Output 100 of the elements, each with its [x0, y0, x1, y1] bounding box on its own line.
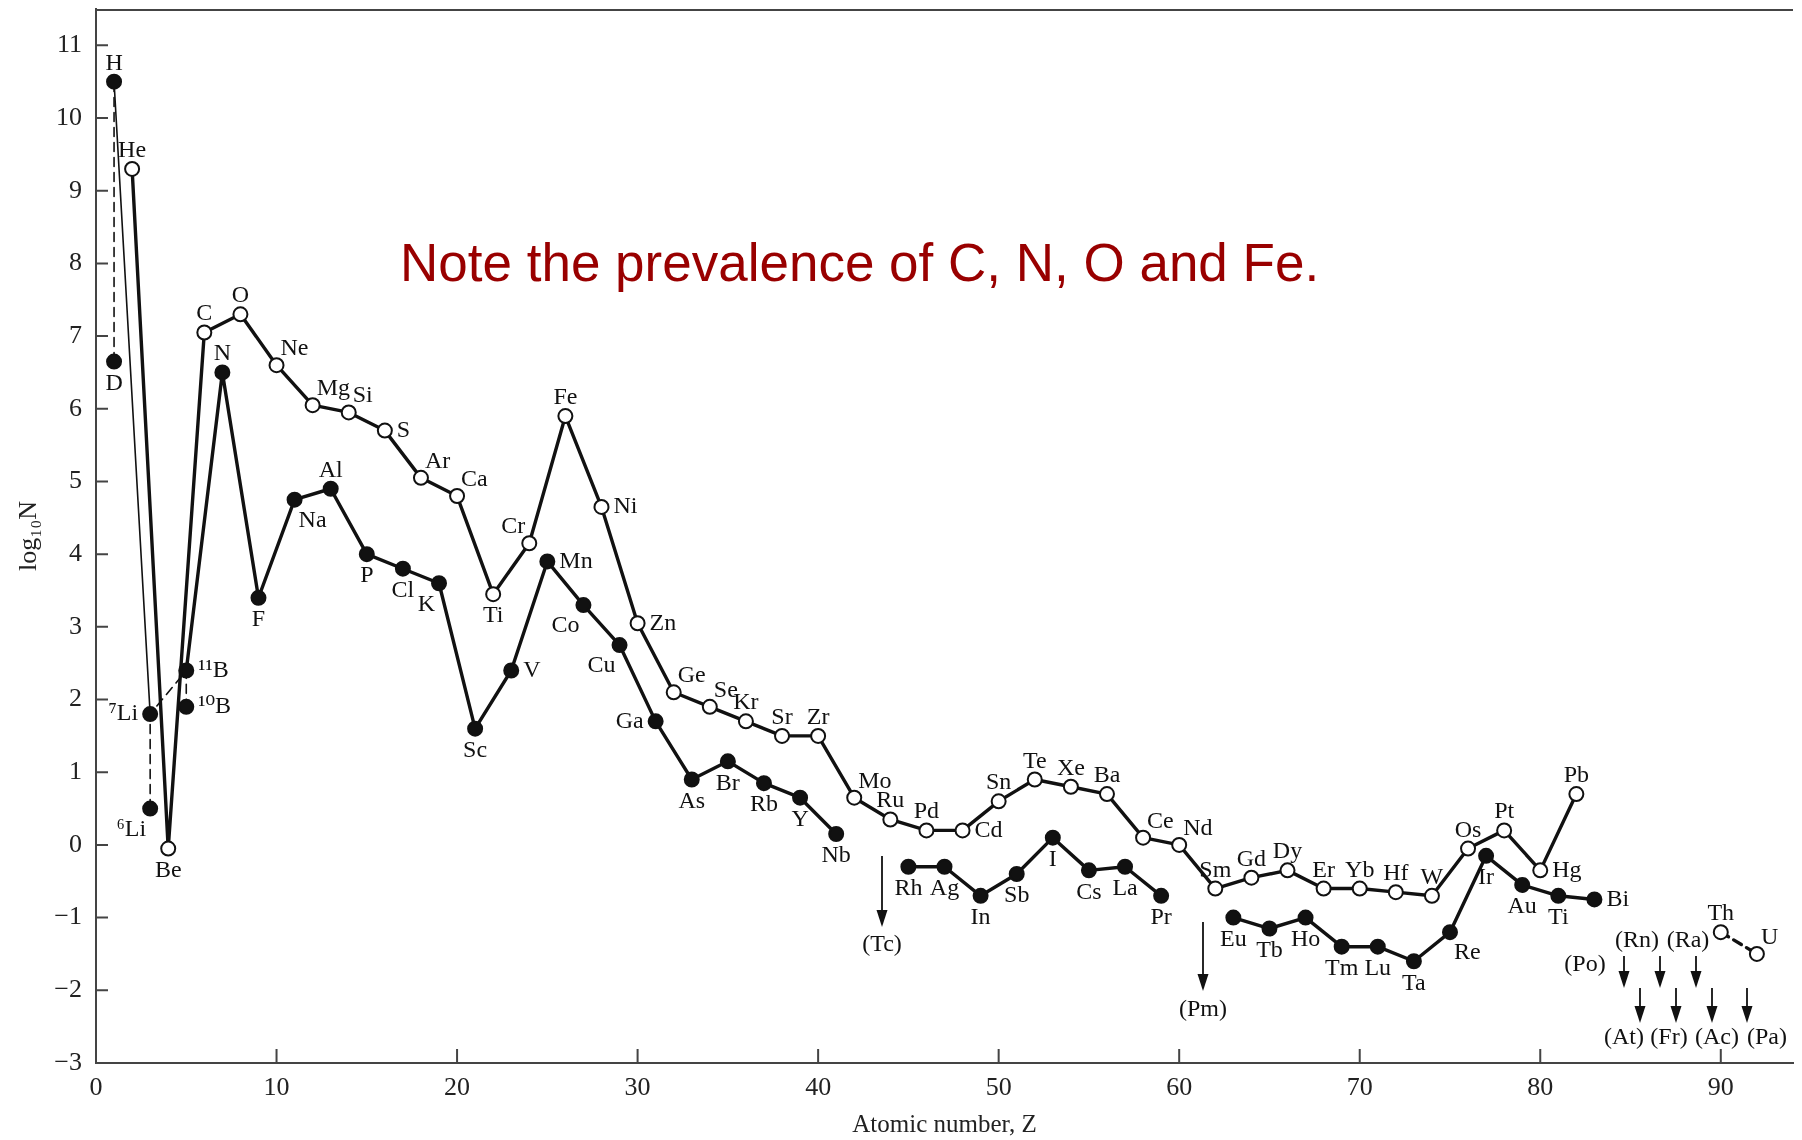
point [1460, 840, 1477, 857]
point [1333, 938, 1350, 955]
data-label: K [417, 589, 436, 616]
data-label: Ca [461, 465, 489, 492]
point [1261, 920, 1278, 937]
point [467, 720, 484, 737]
point [593, 498, 610, 515]
point [1441, 924, 1458, 941]
data-label: Sr [771, 702, 793, 729]
data-label: D [105, 368, 123, 395]
data-label: Fe [553, 383, 578, 410]
y-tick-label: 1 [69, 756, 82, 786]
data-label: Os [1454, 815, 1482, 842]
point [106, 73, 123, 90]
point [737, 713, 754, 730]
point [629, 615, 646, 632]
point [665, 684, 682, 701]
data-label: Ar [424, 446, 451, 473]
point [1062, 778, 1079, 795]
data-label: Pr [1150, 903, 1172, 930]
data-label: Cl [391, 576, 415, 603]
y-tick-label: 7 [69, 319, 82, 349]
point [232, 306, 249, 323]
data-label: Pb [1563, 761, 1590, 788]
point [1496, 822, 1513, 839]
y-tick-label: 4 [69, 538, 82, 567]
point [1478, 847, 1495, 864]
data-label: Sn [985, 768, 1012, 795]
data-label: Yb [1345, 855, 1375, 882]
point [376, 422, 393, 439]
data-label: Cr [501, 512, 526, 539]
data-label: Th [1707, 899, 1735, 926]
y-tick-label: 8 [69, 247, 82, 277]
data-label: Rh [894, 874, 923, 901]
data-label: Y [791, 804, 809, 831]
point [647, 713, 664, 730]
point [503, 662, 520, 679]
data-label: Sm [1199, 855, 1232, 882]
data-label: Pd [913, 797, 940, 824]
point [1712, 924, 1729, 941]
data-label: ¹⁰B [198, 692, 232, 719]
point [828, 826, 845, 843]
data-label: Sc [463, 735, 488, 762]
point [972, 887, 989, 904]
y-tick-label: 0 [69, 828, 82, 858]
point [683, 771, 700, 788]
data-label: In [970, 903, 991, 930]
y-tick-label: −2 [54, 974, 82, 1004]
data-label: Na [298, 505, 327, 532]
point [810, 727, 827, 744]
data-label: Be [154, 855, 182, 882]
point [1315, 880, 1332, 897]
y-tick-label: 5 [69, 465, 82, 495]
data-label: Ge [677, 661, 706, 688]
point [1423, 887, 1440, 904]
x-tick-label: 50 [985, 1072, 1012, 1102]
point [1550, 887, 1567, 904]
y-tick-label: 9 [69, 174, 82, 204]
x-tick-label: 30 [624, 1072, 651, 1102]
data-label: Pt [1494, 797, 1515, 824]
data-label: C [196, 299, 213, 326]
data-label: As [678, 786, 706, 813]
data-label: Nb [821, 841, 851, 868]
point [1514, 876, 1531, 893]
point [1026, 771, 1043, 788]
data-label: Bi [1606, 884, 1630, 911]
point [1586, 891, 1603, 908]
annotation: (Tc) [862, 930, 902, 957]
data-label: Si [352, 381, 374, 408]
x-tick-label: 90 [1707, 1072, 1734, 1102]
data-label: ⁶Li [116, 814, 147, 841]
annotation: (At) [1604, 1023, 1644, 1050]
point [178, 698, 195, 715]
point [1568, 786, 1585, 803]
point [124, 160, 141, 177]
point [1044, 829, 1061, 846]
data-label: Mg [316, 374, 350, 401]
data-label: He [118, 135, 147, 162]
point [1207, 880, 1224, 897]
data-label: N [213, 339, 232, 366]
point [160, 840, 177, 857]
point [322, 480, 339, 497]
point [521, 535, 538, 552]
point [1387, 884, 1404, 901]
data-label: Nd [1183, 813, 1213, 840]
point [431, 575, 448, 592]
point [611, 637, 628, 654]
data-label: La [1112, 874, 1139, 901]
point [755, 775, 772, 792]
point [900, 858, 917, 875]
x-tick-label: 10 [263, 1072, 290, 1102]
data-label: Ta [1402, 968, 1427, 995]
point [1117, 858, 1134, 875]
point [142, 706, 159, 723]
point [106, 353, 123, 370]
data-label: Mo [858, 766, 892, 793]
data-label: Ga [615, 706, 644, 733]
annotation: (Fr) [1650, 1023, 1688, 1050]
data-label: V [523, 655, 542, 682]
data-label: O [231, 281, 250, 308]
